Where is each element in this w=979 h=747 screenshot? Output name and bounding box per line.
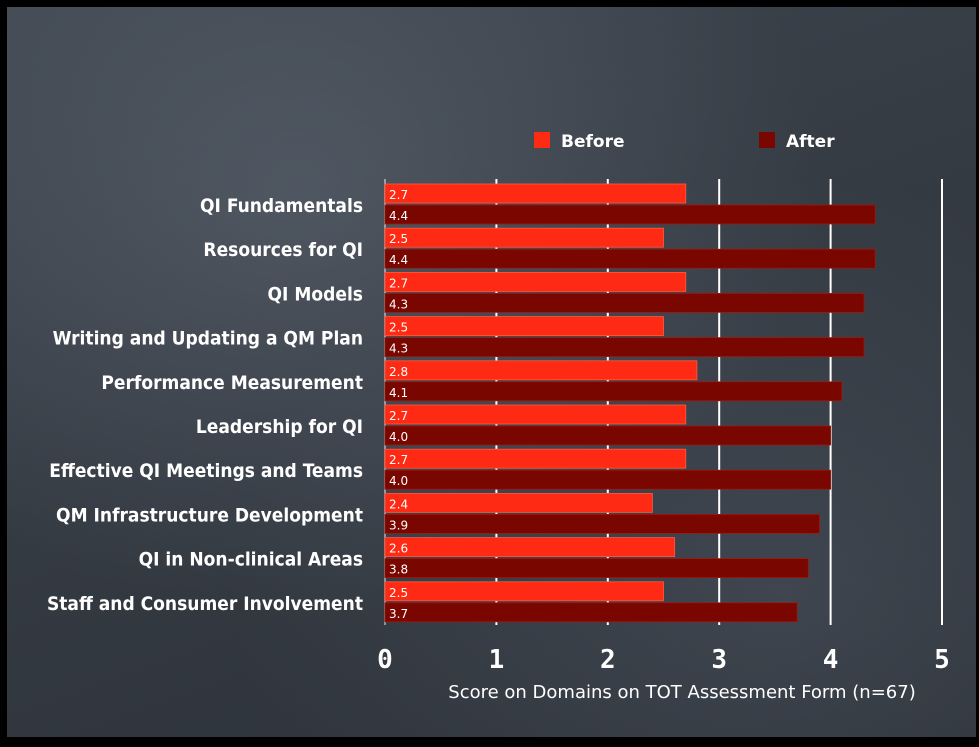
category-label-6: Effective QI Meetings and Teams: [49, 460, 363, 482]
bar-after-5: [384, 425, 832, 446]
bar-before-4: [384, 360, 698, 381]
bar-before-8: [384, 537, 676, 557]
bar-after-3: [384, 337, 865, 358]
bar-chart: 2.7 4.4 2.5 4.4 2.7 4.3 2.5 4.3 2.8 4.1 2.7 4.0 2.7 4…: [47, 132, 950, 703]
value-label-after-0: 4.4: [389, 209, 408, 223]
value-label-after-9: 3.7: [389, 607, 408, 621]
category-label-0: QI Fundamentals: [200, 195, 363, 217]
bar-before-6: [384, 448, 687, 469]
value-label-after-8: 3.8: [389, 563, 408, 577]
legend-label-before: Before: [561, 132, 624, 152]
value-label-before-3: 2.5: [389, 321, 408, 335]
value-label-before-5: 2.7: [389, 409, 408, 423]
category-label-3: Writing and Updating a QM Plan: [53, 328, 363, 350]
bar-before-3: [384, 316, 664, 337]
value-label-before-1: 2.5: [389, 232, 408, 246]
bar-after-4: [384, 381, 843, 402]
bar-after-7: [384, 513, 820, 534]
category-labels: QI Fundamentals Resources for QI QI Models…: [47, 195, 363, 615]
category-label-9: Staff and Consumer Involvement: [47, 593, 363, 615]
category-label-4: Performance Measurement: [101, 372, 363, 394]
category-label-7: QM Infrastructure Development: [56, 504, 363, 526]
legend: Before After: [534, 132, 835, 152]
value-label-before-4: 2.8: [389, 365, 408, 379]
value-label-after-3: 4.3: [389, 342, 408, 356]
x-tick-3: 3: [711, 645, 727, 675]
x-tick-labels: 0 1 2 3 4 5: [377, 645, 950, 675]
bar-after-6: [384, 469, 832, 490]
bar-after-8: [384, 558, 809, 578]
value-label-after-5: 4.0: [389, 430, 408, 444]
x-tick-4: 4: [823, 645, 839, 675]
value-label-after-1: 4.4: [389, 253, 408, 267]
category-label-1: Resources for QI: [203, 239, 363, 261]
category-label-8: QI in Non-clinical Areas: [139, 549, 363, 571]
bar-before-7: [384, 492, 653, 513]
bar-after-2: [384, 292, 865, 313]
category-label-2: QI Models: [268, 283, 363, 305]
bar-before-0: [384, 183, 687, 204]
x-tick-1: 1: [489, 645, 505, 675]
legend-label-after: After: [786, 132, 835, 152]
bar-before-9: [384, 581, 664, 602]
x-tick-0: 0: [377, 645, 393, 675]
x-tick-5: 5: [934, 645, 950, 675]
x-axis-title: Score on Domains on TOT Assessment Form …: [448, 682, 915, 703]
value-label-after-7: 3.9: [389, 518, 408, 532]
bar-after-9: [384, 602, 798, 623]
value-label-before-6: 2.7: [389, 453, 408, 467]
x-tick-2: 2: [600, 645, 616, 675]
bar-before-5: [384, 404, 687, 425]
legend-swatch-before: [534, 132, 550, 148]
bar-after-1: [384, 248, 876, 269]
value-label-before-9: 2.5: [389, 586, 408, 600]
category-label-5: Leadership for QI: [196, 416, 363, 438]
value-label-before-7: 2.4: [389, 497, 408, 511]
bar-before-2: [384, 271, 687, 292]
bar-group: 2.7 4.4 2.5 4.4 2.7 4.3 2.5 4.3 2.8 4.1 2.7 4.0 2.7 4…: [384, 183, 876, 623]
value-label-before-8: 2.6: [389, 542, 408, 556]
value-label-after-4: 4.1: [389, 386, 408, 400]
bar-before-1: [384, 227, 664, 248]
bar-after-0: [384, 204, 876, 225]
value-label-after-2: 4.3: [389, 297, 408, 311]
legend-swatch-after: [759, 132, 775, 148]
value-label-before-0: 2.7: [389, 188, 408, 202]
value-label-after-6: 4.0: [389, 474, 408, 488]
value-label-before-2: 2.7: [389, 276, 408, 290]
